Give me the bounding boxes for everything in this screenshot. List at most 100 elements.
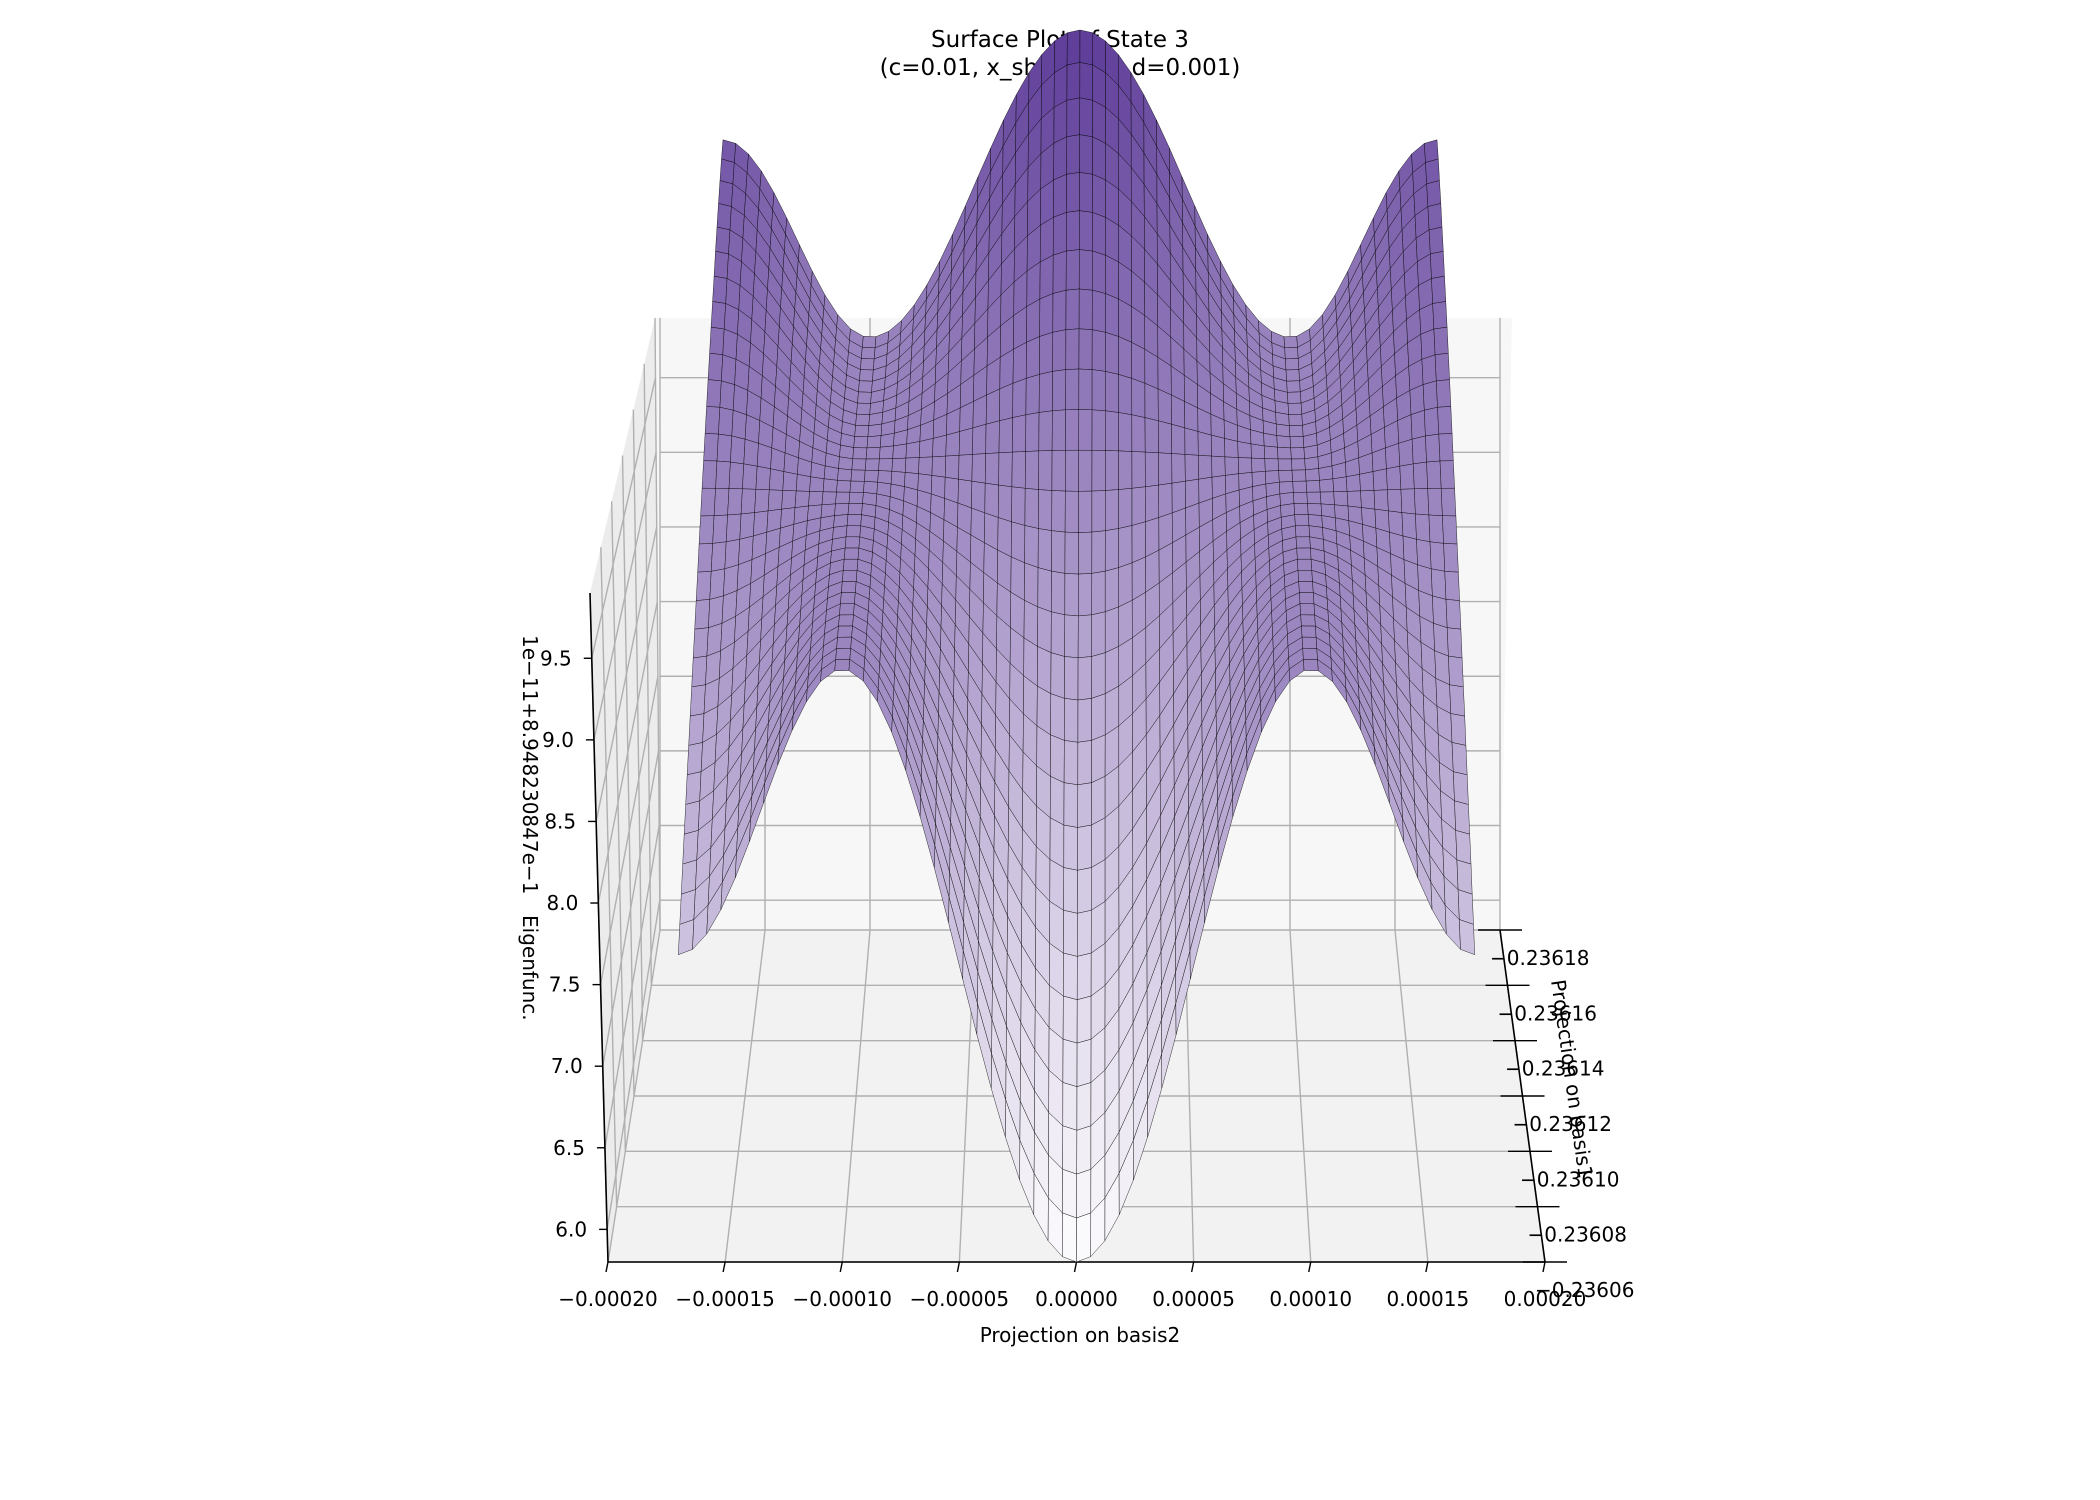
surface-patch — [1104, 567, 1119, 613]
surface-patch — [1077, 909, 1092, 957]
surface-patch — [1118, 450, 1133, 490]
surface-patch — [849, 480, 865, 493]
surface-patch — [1092, 64, 1106, 108]
surface-patch — [971, 480, 986, 514]
surface-patch — [1131, 378, 1146, 418]
surface-patch — [1457, 889, 1474, 925]
surface-patch — [1066, 172, 1080, 213]
surface-patch — [1263, 432, 1278, 448]
surface-patch — [1076, 1212, 1092, 1263]
surface-patch — [692, 627, 709, 659]
surface-patch — [1065, 368, 1080, 411]
surface-patch — [1414, 488, 1430, 516]
surface-patch — [892, 443, 907, 459]
surface-patch — [1078, 368, 1093, 411]
surface-patch — [904, 457, 920, 474]
surface-patch — [755, 465, 771, 491]
surface-patch — [1078, 531, 1093, 575]
surface-patch — [754, 489, 770, 513]
surface-patch — [840, 592, 856, 605]
surface-patch — [1430, 250, 1445, 279]
surface-patch — [861, 347, 876, 360]
surface-patch — [1025, 374, 1040, 416]
surface-patch — [1092, 173, 1106, 218]
surface-patch — [1277, 446, 1292, 460]
surface-patch — [1078, 328, 1093, 370]
surface-patch — [1430, 568, 1447, 600]
surface-patch — [866, 435, 882, 449]
surface-patch — [1051, 570, 1066, 616]
surface-patch — [795, 474, 811, 492]
surface-patch — [842, 570, 858, 582]
surface-patch — [1401, 512, 1417, 540]
surface-patch — [1052, 329, 1067, 372]
surface-patch — [1453, 771, 1469, 805]
surface-patch — [681, 859, 698, 895]
surface-patch — [834, 659, 851, 672]
surface-patch — [839, 603, 855, 616]
surface-patch — [1050, 693, 1065, 741]
surface-patch — [679, 889, 696, 925]
left-grid-line-horizontal — [591, 377, 657, 659]
surface-patch — [853, 436, 869, 449]
surface-patch — [1429, 541, 1446, 572]
surface-patch — [1283, 336, 1298, 349]
y-axis-ticks: −0.23618 −0.23616 −0.23614 −0.23612 −0.23610… — [1478, 929, 1634, 1302]
surface-patch — [1064, 656, 1079, 701]
surface-patch — [985, 420, 1000, 454]
surface-patch — [1039, 254, 1054, 300]
surface-patch — [877, 470, 893, 485]
surface-patch — [701, 460, 718, 489]
surface-patch — [1285, 358, 1300, 371]
surface-patch — [1024, 450, 1040, 490]
surface-patch — [1455, 830, 1472, 865]
x-tick-label: 0.00005 — [1152, 1287, 1235, 1311]
surface-patch — [985, 388, 1001, 425]
surface-patch — [730, 435, 746, 465]
surface-patch — [1062, 1125, 1078, 1175]
surface-patch — [698, 515, 715, 545]
surface-patch — [1053, 173, 1067, 218]
surface-patch — [1285, 369, 1300, 382]
surface-patch — [1091, 530, 1106, 574]
surface-patch — [688, 713, 705, 746]
surface-patch — [1049, 817, 1065, 869]
surface-patch — [1079, 172, 1093, 213]
surface-patch — [782, 471, 798, 492]
surface-patch — [823, 465, 839, 481]
surface-patch — [1037, 646, 1052, 695]
surface-patch — [1305, 480, 1321, 493]
surface-patch — [1319, 478, 1334, 493]
surface-patch — [868, 412, 884, 426]
surface-patch — [1064, 531, 1079, 575]
surface-patch — [697, 543, 713, 573]
surface-patch — [740, 488, 757, 515]
surface-patch — [1412, 461, 1428, 490]
surface-patch — [1171, 453, 1186, 484]
surface-patch — [689, 684, 706, 717]
surface-patch — [1432, 595, 1448, 629]
surface-patch — [1265, 470, 1280, 485]
surface-patch — [1024, 525, 1039, 568]
surface-patch — [1433, 326, 1449, 356]
surface-patch — [1437, 406, 1453, 435]
surface-patch — [1318, 465, 1334, 481]
surface-patch — [719, 158, 735, 185]
surface-patch — [1091, 409, 1106, 451]
surface-patch — [1410, 409, 1426, 440]
surface-patch — [846, 514, 862, 527]
surface-patch — [703, 433, 719, 462]
surface-patch — [1319, 491, 1335, 506]
left-grid-line-horizontal — [597, 601, 659, 904]
surface-patch — [1105, 254, 1119, 300]
surface-patch — [710, 541, 727, 572]
surface-patch — [1091, 450, 1106, 492]
surface-patch — [1438, 433, 1454, 462]
surface-patch — [725, 513, 742, 543]
surface-patch — [1292, 480, 1308, 493]
surface-patch — [1275, 423, 1291, 438]
surface-patch — [1118, 488, 1133, 529]
surface-patch — [678, 919, 695, 956]
surface-patch — [1063, 909, 1078, 957]
surface-patch — [1131, 486, 1146, 526]
